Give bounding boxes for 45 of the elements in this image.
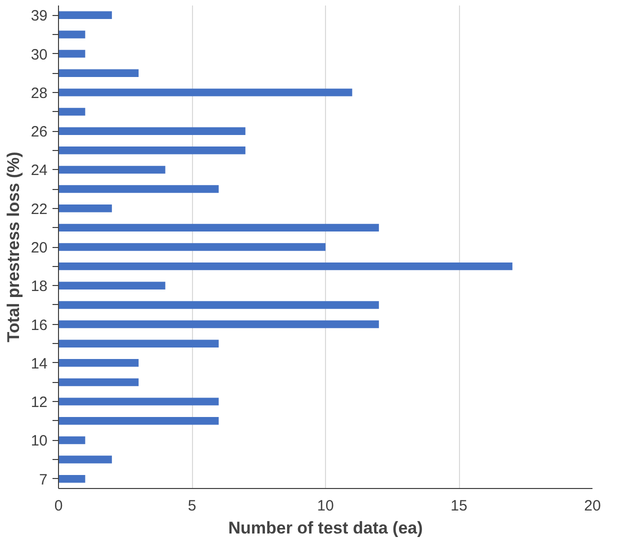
y-tick-label: 7 bbox=[39, 471, 48, 488]
bar bbox=[58, 436, 86, 444]
bar bbox=[58, 456, 112, 464]
bar bbox=[58, 224, 379, 232]
bar bbox=[58, 11, 112, 20]
bar bbox=[58, 166, 166, 174]
bar bbox=[58, 108, 86, 116]
y-tick-label: 39 bbox=[30, 8, 48, 25]
x-tick-label: 0 bbox=[54, 498, 63, 514]
x-tick-label: 10 bbox=[317, 498, 334, 514]
y-tick-label: 16 bbox=[30, 316, 48, 334]
bar bbox=[58, 474, 86, 483]
y-tick-label: 10 bbox=[30, 432, 48, 450]
bar bbox=[58, 417, 219, 425]
bar bbox=[58, 30, 86, 38]
bar bbox=[58, 320, 379, 328]
y-tick-label: 12 bbox=[30, 394, 48, 412]
bar bbox=[58, 359, 139, 367]
bar bbox=[58, 301, 379, 309]
y-axis-title: Total prestress loss (%) bbox=[4, 152, 23, 342]
bar bbox=[58, 398, 219, 406]
y-tick-label: 26 bbox=[30, 124, 48, 141]
bar bbox=[58, 185, 219, 193]
bar bbox=[58, 146, 246, 154]
bar bbox=[58, 127, 246, 135]
bar bbox=[58, 282, 166, 290]
y-tick-label: 22 bbox=[30, 200, 48, 218]
bar bbox=[58, 204, 112, 212]
bar bbox=[58, 88, 352, 96]
bar bbox=[58, 378, 139, 386]
x-tick-label: 15 bbox=[450, 498, 468, 514]
x-axis-title: Number of test data (ea) bbox=[228, 518, 423, 538]
bar bbox=[58, 69, 139, 77]
bar bbox=[58, 243, 326, 251]
bar bbox=[58, 340, 219, 348]
x-tick-label: 5 bbox=[188, 498, 196, 514]
y-tick-label: 20 bbox=[30, 240, 48, 256]
bar bbox=[58, 262, 512, 270]
y-tick-label: 14 bbox=[30, 355, 48, 372]
bar bbox=[58, 50, 86, 58]
y-tick-label: 30 bbox=[30, 46, 48, 64]
x-tick-label: 20 bbox=[584, 498, 601, 514]
y-tick-label: 28 bbox=[30, 84, 48, 102]
y-tick-label: 24 bbox=[30, 162, 48, 180]
y-tick-label: 18 bbox=[30, 278, 48, 296]
